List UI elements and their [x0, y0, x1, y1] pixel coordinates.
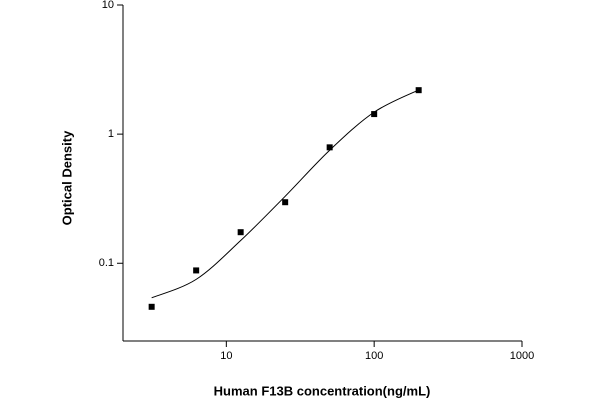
y-tick-label: 10: [102, 0, 114, 11]
data-point: [282, 199, 289, 206]
x-tick-label: 1000: [510, 350, 534, 362]
data-point: [237, 229, 244, 236]
x-tick-label: 10: [220, 350, 232, 362]
data-point: [326, 144, 333, 151]
data-point: [371, 111, 378, 118]
y-axis-title: Optical Density: [59, 130, 74, 225]
y-tick-label: 1: [108, 128, 114, 140]
y-tick-label: 0.1: [99, 257, 114, 269]
fit-curve: [151, 89, 419, 299]
data-point: [193, 267, 200, 274]
data-point: [148, 303, 155, 310]
x-tick-label: 100: [365, 350, 383, 362]
x-axis-title: Human F13B concentration(ng/mL): [214, 383, 431, 398]
